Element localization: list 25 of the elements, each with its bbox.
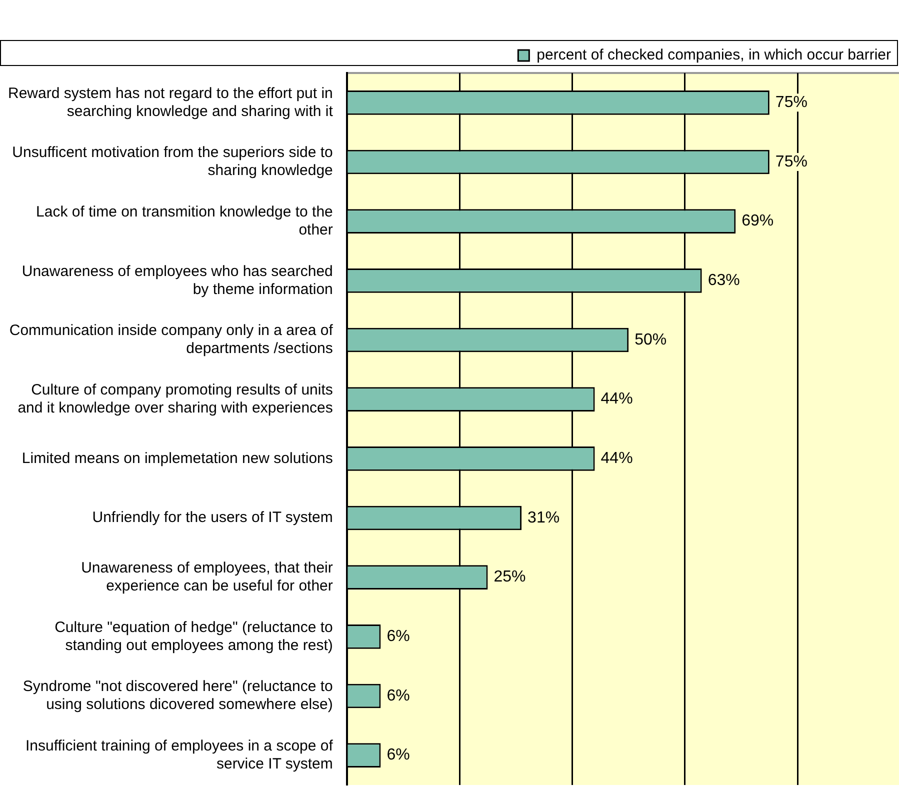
data-label: 44% — [600, 450, 633, 468]
data-label: 50% — [634, 331, 667, 348]
data-label: 31% — [528, 509, 560, 526]
y-tick-label: Unfriendly for the users of IT system — [92, 509, 333, 526]
data-label: 6% — [386, 687, 410, 704]
data-label: 25% — [494, 568, 526, 586]
y-tick-label: Limited means on implemetation new solutions — [22, 450, 333, 467]
data-label: 44% — [600, 390, 633, 408]
legend-label: percent of checked companies, in which occur barrier — [536, 46, 892, 64]
y-tick-label: Lack of time on transmition knowledge to the other — [36, 203, 333, 238]
y-tick-label: Unawareness of employees who has searched by theme information — [22, 262, 333, 298]
y-tick-label: Insufficient training of employees in a scope of service IT system — [25, 737, 334, 772]
y-tick-label: Unsufficent motivation from the superiors side to sharing knowledge — [12, 144, 333, 180]
data-label: 75% — [775, 94, 808, 112]
data-label: 6% — [386, 628, 410, 646]
data-label: 6% — [386, 746, 410, 764]
data-label: 75% — [775, 153, 808, 170]
y-tick-label: Reward system has not regard to the effort put in searching knowledge and sharing with it — [8, 84, 334, 120]
y-tick-label: Syndrome "not discovered here" (reluctance to using solutions dicovered somewhere else) — [22, 678, 333, 714]
y-tick-label: Communication inside company only in a area of departments /sections — [9, 322, 334, 358]
y-tick-label: Unawareness of employees, that their experience can be useful for other — [81, 559, 333, 594]
y-tick-label: Culture "equation of hedge" (reluctance to standing out employees among the rest) — [54, 618, 333, 654]
data-label: 63% — [708, 272, 740, 290]
y-tick-label: Culture of company promoting results of units and it knowledge over sharing with experiences — [18, 381, 333, 416]
data-label: 69% — [742, 212, 774, 230]
